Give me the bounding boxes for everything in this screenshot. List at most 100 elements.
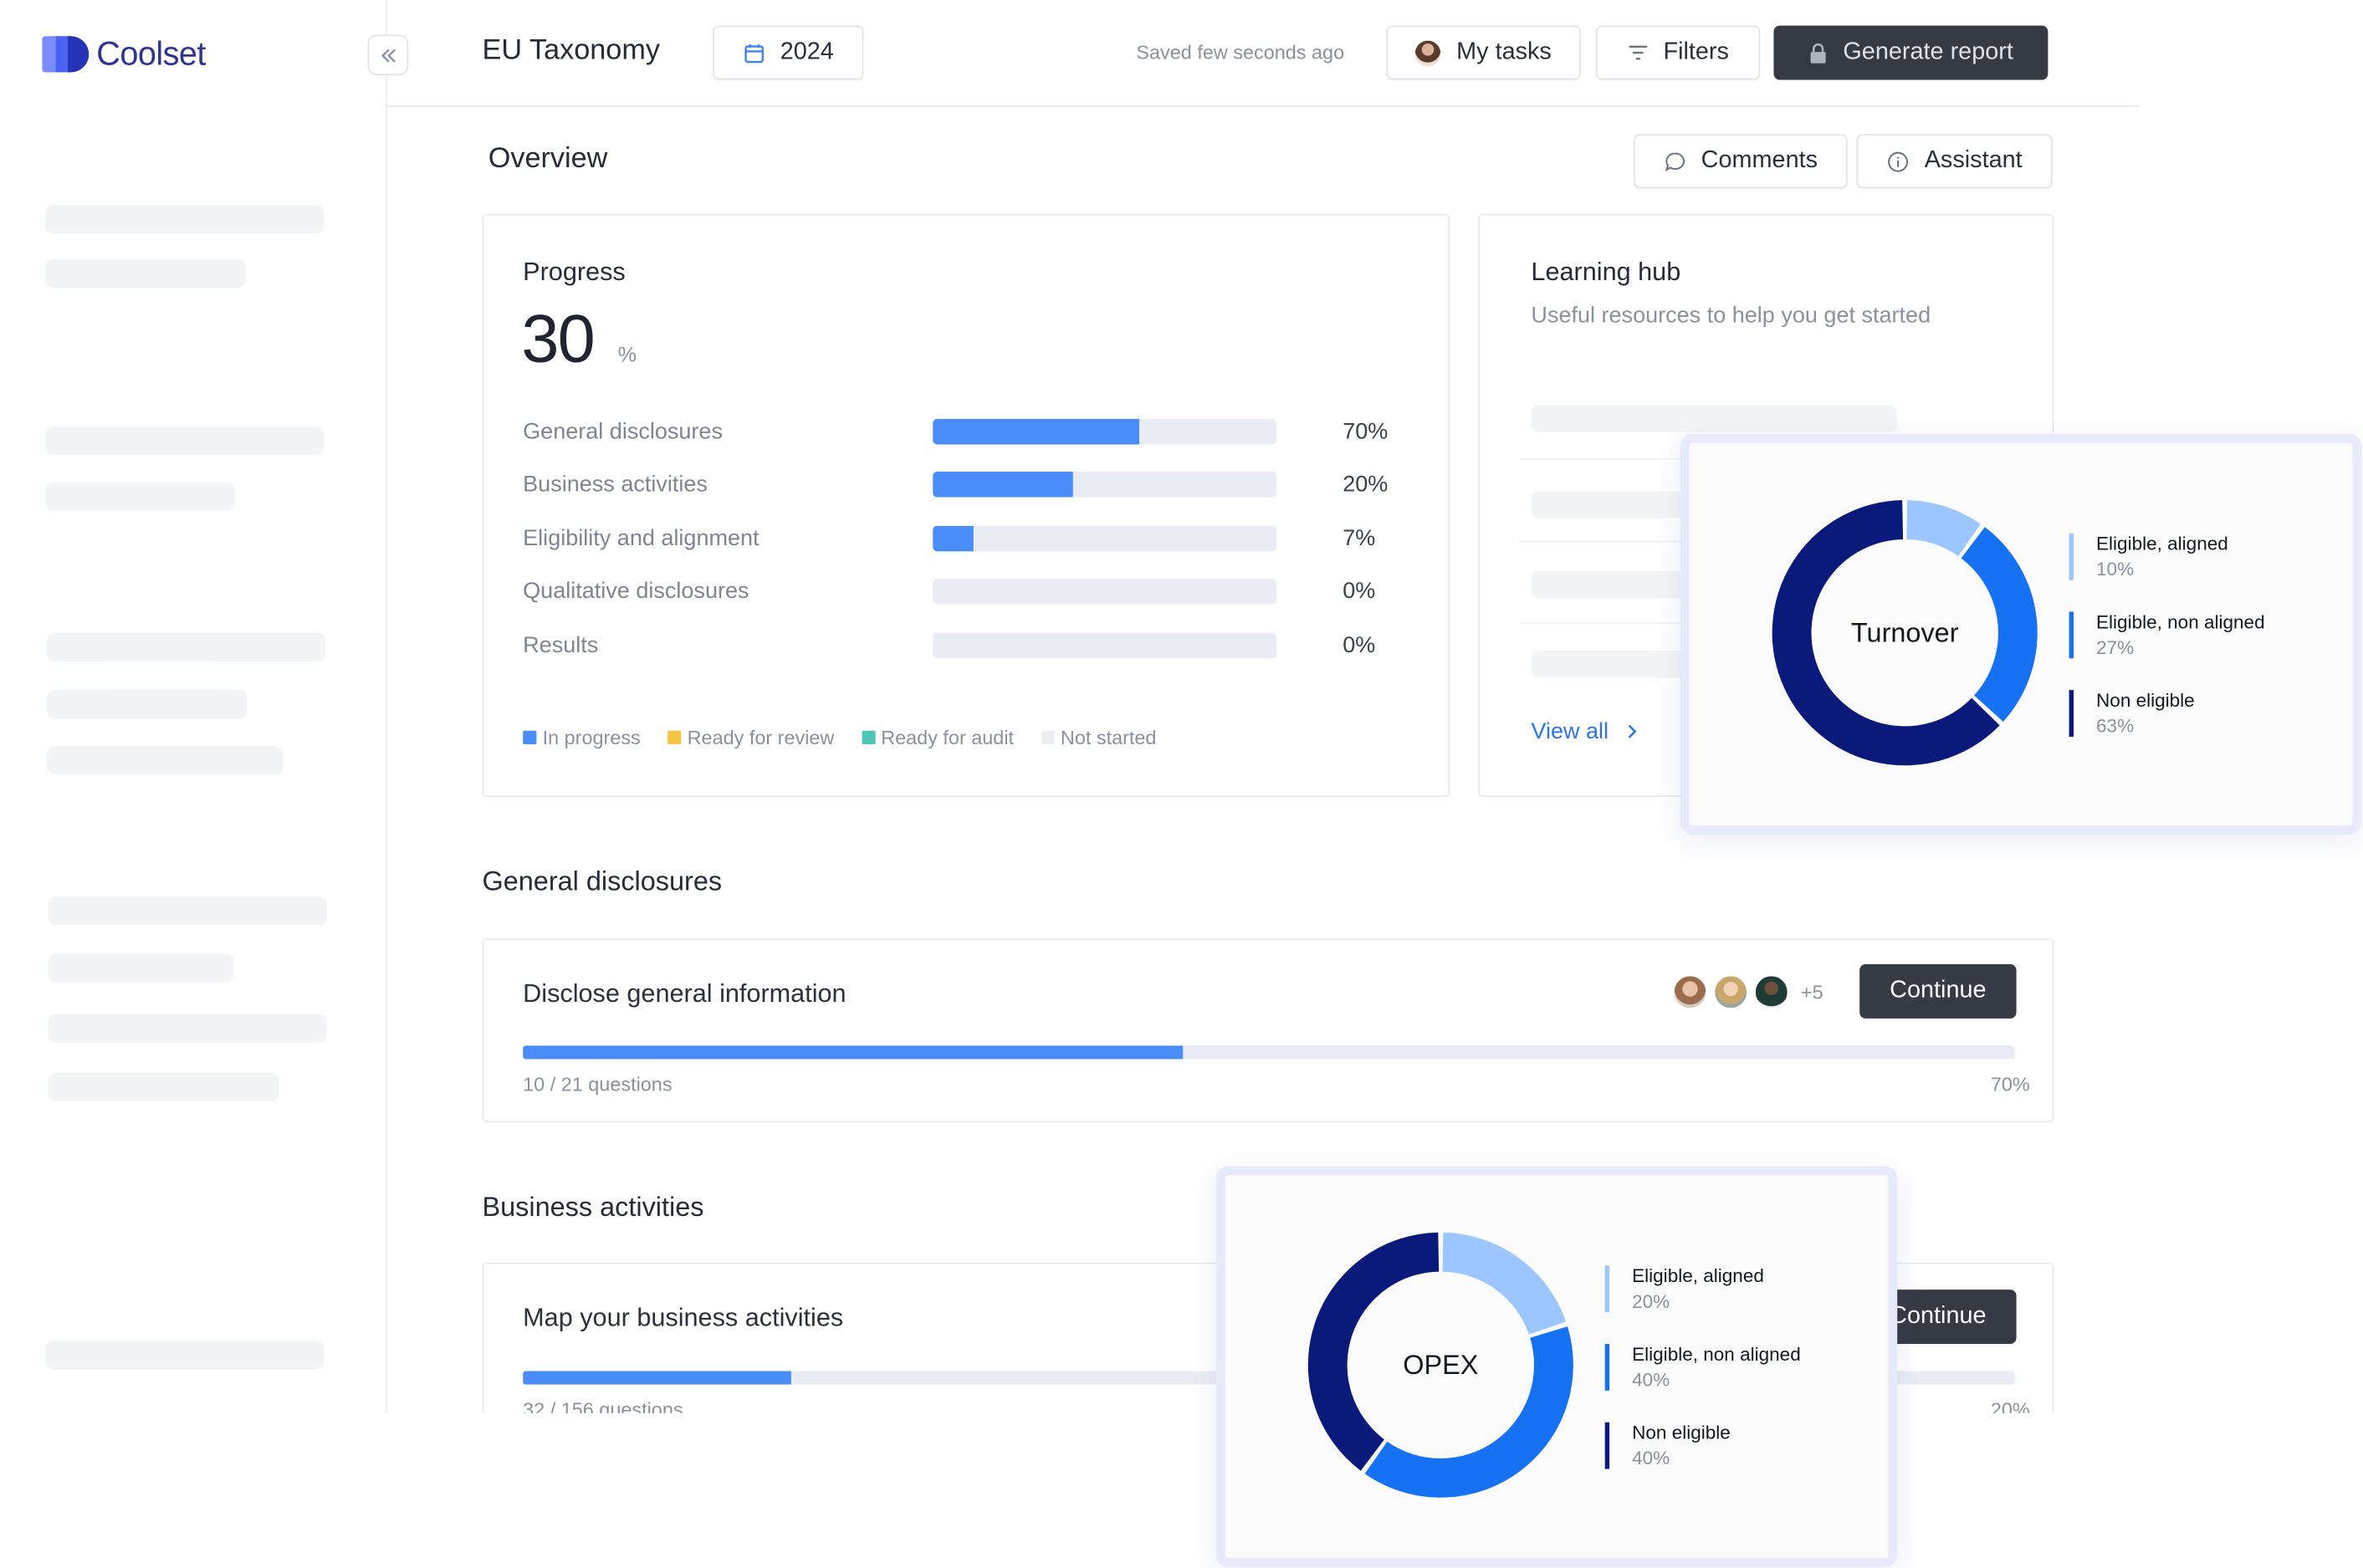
brand-logo[interactable]: Coolset — [42, 34, 206, 74]
task-percent: 20% — [1990, 1397, 2030, 1413]
task-title: Disclose general information — [523, 979, 846, 1009]
questions-count: 32 / 156 questions — [523, 1397, 683, 1413]
status-legend: In progress Ready for review Ready for a… — [523, 726, 1156, 748]
progress-row-fill — [933, 525, 974, 552]
turnover-chart-card: Turnover Eligible, aligned 10% Eligible,… — [1680, 433, 2362, 835]
turnover-legend-item: Eligible, aligned 10% — [2069, 533, 2228, 580]
resource-skeleton — [1531, 405, 1898, 433]
view-all-link[interactable]: View all — [1531, 718, 1639, 744]
double-chevron-left-icon — [381, 48, 395, 62]
header-divider — [387, 105, 2141, 107]
legend-label: In progress — [542, 726, 641, 749]
progress-row-bar — [933, 471, 1276, 498]
progress-row-fill — [933, 418, 1139, 445]
turnover-legend-item: Non eligible 63% — [2069, 690, 2195, 737]
turnover-segment-1 — [1905, 500, 1981, 557]
filters-label: Filters — [1663, 38, 1729, 65]
sidebar-skeleton-item — [46, 632, 326, 661]
continue-button[interactable]: Continue — [1859, 964, 2017, 1019]
progress-row-label: Results — [523, 632, 599, 659]
opex-segment-2 — [1364, 1326, 1573, 1498]
legend-item: Not started — [1041, 726, 1156, 748]
questions-count: 10 / 21 questions — [523, 1072, 673, 1096]
legend-label: Not started — [1060, 726, 1157, 749]
opex-legend-item: Eligible, aligned 20% — [1604, 1265, 1764, 1313]
task-progress-bar — [523, 1045, 2015, 1060]
info-icon — [1888, 151, 1909, 171]
filters-button[interactable]: Filters — [1595, 25, 1761, 80]
progress-row-bar — [933, 418, 1276, 445]
comments-button[interactable]: Comments — [1633, 134, 1848, 189]
opex-chart-card: OPEX Eligible, aligned 20% Eligible, non… — [1215, 1166, 1898, 1567]
legend-name: Eligible, non aligned — [1632, 1344, 1801, 1366]
turnover-segment-3 — [1772, 500, 2000, 766]
legend-value: 10% — [2096, 559, 2135, 580]
legend-value: 63% — [2096, 715, 2135, 737]
progress-row-label: General disclosures — [523, 418, 723, 445]
learning-hub-subtitle: Useful resources to help you get started — [1531, 303, 1931, 329]
legend-value: 40% — [1632, 1448, 1670, 1469]
assignee-avatar[interactable] — [1670, 973, 1710, 1011]
progress-row-percent: 70% — [1343, 418, 1389, 445]
filter-icon — [1629, 45, 1647, 60]
sidebar: Coolset — [0, 0, 388, 1413]
legend-item: In progress — [523, 726, 641, 748]
generate-report-button[interactable]: Generate report — [1773, 25, 2048, 80]
legend-swatch — [861, 730, 875, 744]
progress-row-bar — [933, 578, 1276, 605]
sidebar-skeleton-item — [45, 1341, 325, 1370]
task-percent: 70% — [1990, 1072, 2030, 1096]
progress-row-percent: 7% — [1343, 525, 1376, 552]
assignee-avatar[interactable] — [1752, 973, 1791, 1011]
legend-item: Ready for review — [667, 726, 834, 748]
legend-value: 27% — [2096, 637, 2135, 659]
progress-row-fill — [933, 471, 1074, 498]
task-title: Map your business activities — [523, 1303, 844, 1332]
legend-value: 20% — [1632, 1290, 1670, 1313]
legend-item: Ready for audit — [861, 726, 1015, 749]
task-progress-fill — [523, 1371, 792, 1385]
progress-total-unit: % — [617, 341, 637, 366]
sidebar-skeleton-item — [48, 1072, 279, 1101]
opex-segment-3 — [1307, 1232, 1440, 1471]
legend-label: Ready for audit — [881, 726, 1015, 749]
year-selector[interactable]: 2024 — [713, 25, 864, 80]
general-disclosures-task-card: Disclose general information +5 Continue… — [482, 938, 2054, 1123]
progress-row-percent: 0% — [1343, 632, 1376, 659]
task-progress-fill — [523, 1045, 1183, 1060]
assistant-label: Assistant — [1924, 147, 2023, 174]
general-disclosures-title: General disclosures — [482, 866, 723, 896]
sidebar-skeleton-item — [45, 482, 236, 511]
comment-icon — [1665, 151, 1685, 171]
assistant-button[interactable]: Assistant — [1856, 134, 2053, 189]
legend-name: Eligible, non aligned — [2096, 611, 2265, 633]
sidebar-skeleton-item — [45, 205, 325, 234]
my-tasks-button[interactable]: My tasks — [1386, 25, 1581, 80]
progress-row-percent: 0% — [1343, 578, 1376, 605]
progress-row-label: Eligibility and alignment — [523, 525, 760, 552]
progress-row-bar — [933, 525, 1276, 552]
legend-swatch — [523, 730, 537, 744]
progress-row-label: Qualitative disclosures — [523, 578, 749, 605]
my-tasks-label: My tasks — [1456, 38, 1552, 65]
turnover-donut-chart — [1772, 500, 2038, 766]
collapse-sidebar-button[interactable] — [367, 34, 409, 76]
legend-name: Non eligible — [1632, 1422, 1731, 1443]
chevron-right-icon — [1629, 724, 1638, 738]
more-assignees-count[interactable]: +5 — [1800, 980, 1823, 1004]
progress-row-bar — [933, 632, 1276, 659]
business-activities-title: Business activities — [482, 1192, 704, 1223]
assignee-avatar[interactable] — [1711, 973, 1750, 1011]
opex-legend-item: Eligible, non aligned 40% — [1604, 1344, 1801, 1391]
legend-swatch — [1041, 730, 1055, 744]
page-title: EU Taxonomy — [482, 34, 660, 67]
sidebar-skeleton-item — [46, 745, 284, 775]
saved-status: Saved few seconds ago — [1136, 40, 1345, 64]
turnover-center-label: Turnover — [1850, 617, 1959, 648]
learning-hub-title: Learning hub — [1531, 258, 1681, 287]
legend-value: 40% — [1632, 1369, 1670, 1391]
opex-center-label: OPEX — [1403, 1350, 1479, 1381]
view-all-label: View all — [1531, 718, 1609, 744]
opex-legend-item: Non eligible 40% — [1604, 1422, 1731, 1469]
progress-row-label: Business activities — [523, 471, 708, 498]
